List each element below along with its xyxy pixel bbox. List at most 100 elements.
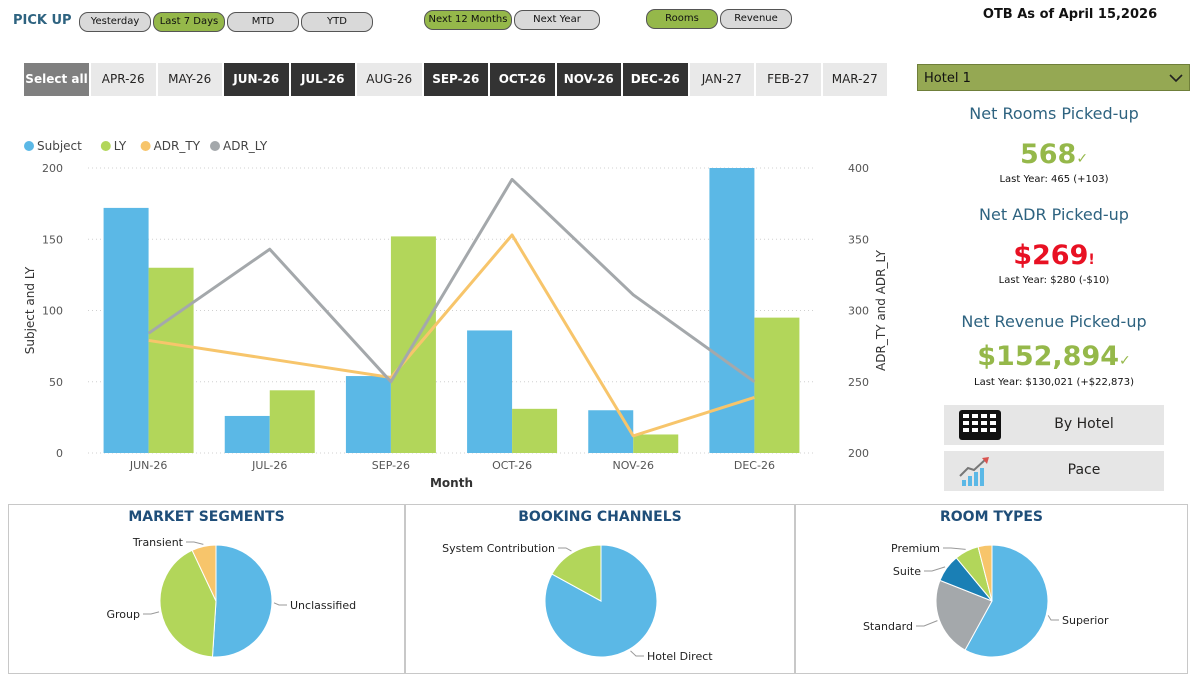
- pie-label-system-contribution: System Contribution: [442, 542, 555, 555]
- legend-dot-adr_ly: [210, 141, 220, 151]
- month-nov-26[interactable]: NOV-26: [556, 63, 621, 96]
- select-all-button[interactable]: Select all: [24, 63, 89, 96]
- next-12-months-button[interactable]: Next 12 Months: [424, 10, 512, 30]
- yesterday-button[interactable]: Yesterday: [79, 12, 151, 32]
- bar-ly-oct-26[interactable]: [512, 408, 558, 453]
- month-may-26[interactable]: MAY-26: [157, 63, 222, 96]
- bar-ly-jul-26[interactable]: [269, 390, 315, 453]
- check-icon: ✓: [1119, 353, 1131, 369]
- x-tick-label: NOV-26: [612, 459, 654, 472]
- by-hotel-button[interactable]: By Hotel: [944, 405, 1164, 445]
- y-tick-label: 50: [49, 376, 63, 389]
- legend-label-subject[interactable]: Subject: [37, 139, 82, 153]
- bar-ly-jun-26[interactable]: [148, 267, 194, 453]
- legend-dot-subject: [24, 141, 34, 151]
- month-sep-26[interactable]: SEP-26: [423, 63, 488, 96]
- net-rooms-value: 568✓: [1019, 139, 1089, 170]
- y-tick-label: 200: [42, 162, 63, 175]
- legend-label-ly[interactable]: LY: [114, 139, 127, 153]
- room-types-title: ROOM TYPES: [940, 509, 1043, 525]
- market-segments-pie: Unclassified Group Transient: [107, 536, 356, 658]
- bar-ly-nov-26[interactable]: [633, 434, 679, 453]
- y2-tick-label: 200: [848, 447, 869, 460]
- bar-subject-oct-26[interactable]: [467, 330, 513, 453]
- y2-axis-title: ADR_TY and ADR_LY: [874, 249, 888, 371]
- revenue-button[interactable]: Revenue: [720, 9, 792, 29]
- line-adr_ly[interactable]: [147, 177, 756, 384]
- net-adr-value: $269!: [1013, 240, 1095, 271]
- legend-dot-ly: [100, 141, 111, 151]
- month-aug-26[interactable]: AUG-26: [357, 63, 422, 96]
- pie-slice-unclassified[interactable]: [211, 544, 273, 658]
- bar-subject-sep-26[interactable]: [345, 376, 391, 453]
- pie-label-transient: Transient: [132, 536, 184, 549]
- booking-channels-pie: Hotel Direct System Contribution: [442, 542, 713, 663]
- net-revenue-title: Net Revenue Picked-up: [961, 312, 1147, 331]
- pace-button[interactable]: Pace: [944, 451, 1164, 491]
- mtd-button[interactable]: MTD: [227, 12, 299, 32]
- pie-slice-superior[interactable]: [964, 544, 1049, 658]
- net-revenue-value: $152,894✓: [977, 341, 1131, 372]
- y2-tick-label: 300: [848, 305, 869, 318]
- pie-label-superior: Superior: [1062, 614, 1109, 627]
- bar-subject-nov-26[interactable]: [588, 410, 634, 453]
- x-tick-label: DEC-26: [734, 459, 775, 472]
- market-segments-title: MARKET SEGMENTS: [128, 509, 285, 525]
- legend-label-adr_ly[interactable]: ADR_LY: [223, 139, 268, 153]
- pie-slice-transient[interactable]: [191, 544, 217, 602]
- month-oct-26[interactable]: OCT-26: [490, 63, 555, 96]
- pie-slice-system-contribution[interactable]: [551, 544, 602, 602]
- market-segments-panel: MARKET SEGMENTS Unclassified Group Transie…: [8, 504, 405, 674]
- month-jul-26[interactable]: JUL-26: [290, 63, 355, 96]
- x-tick-label: OCT-26: [492, 459, 532, 472]
- net-adr-title: Net ADR Picked-up: [979, 205, 1129, 224]
- otb-as-of-label: OTB As of April 15,2026: [982, 7, 1158, 22]
- month-feb-27[interactable]: FEB-27: [756, 63, 821, 96]
- x-axis-title: Month: [430, 476, 473, 490]
- pie-leader-line: [186, 541, 204, 545]
- pie-slice-standard[interactable]: [935, 579, 993, 651]
- net-revenue-last-year: Last Year: $130,021 (+$22,873): [974, 377, 1134, 388]
- ytd-button[interactable]: YTD: [301, 12, 373, 32]
- month-mar-27[interactable]: MAR-27: [822, 63, 887, 96]
- pace-label: Pace: [1067, 462, 1101, 478]
- check-icon: ✓: [1076, 151, 1089, 167]
- month-apr-26[interactable]: APR-26: [91, 63, 156, 96]
- pickup-combo-chart: Subject LY ADR_TY ADR_LY 0 50 100 150 200 200 250 3…: [23, 139, 888, 490]
- pie-leader-line: [273, 602, 287, 606]
- month-jan-27[interactable]: JAN-27: [689, 63, 754, 96]
- pie-label-unclassified: Unclassified: [290, 599, 356, 612]
- booking-channels-panel: BOOKING CHANNELS Hotel Direct System Cont…: [405, 504, 795, 674]
- pie-label-premium: Premium: [891, 542, 940, 555]
- alert-icon: !: [1088, 252, 1095, 268]
- rooms-button[interactable]: Rooms: [646, 9, 718, 29]
- hotel-dropdown-value: Hotel 1: [924, 71, 971, 86]
- last-7-days-button[interactable]: Last 7 Days: [153, 12, 225, 32]
- month-dec-26[interactable]: DEC-26: [623, 63, 688, 96]
- room-types-pie: Superior Standard Suite Premium: [863, 542, 1109, 658]
- y-tick-label: 0: [56, 447, 63, 460]
- month-jun-26[interactable]: JUN-26: [224, 63, 289, 96]
- room-types-panel: ROOM TYPES Superior Standard Suite Premium: [795, 504, 1188, 674]
- net-rooms-title: Net Rooms Picked-up: [969, 104, 1139, 123]
- next-year-button[interactable]: Next Year: [514, 10, 600, 30]
- y2-tick-label: 400: [848, 162, 869, 175]
- pie-label-group: Group: [107, 608, 141, 621]
- legend-label-adr_ty[interactable]: ADR_TY: [154, 139, 201, 153]
- line-adr_ty[interactable]: [148, 233, 755, 438]
- pie-leader-line: [630, 650, 644, 657]
- hotel-dropdown[interactable]: Hotel 1: [917, 64, 1190, 91]
- grid-table-icon: [959, 410, 1001, 440]
- pie-leader-line: [143, 611, 160, 615]
- pie-slice-other[interactable]: [977, 544, 993, 602]
- bar-ly-dec-26[interactable]: [754, 317, 800, 453]
- bar-subject-jun-26[interactable]: [103, 207, 149, 453]
- y-axis-title: Subject and LY: [23, 266, 37, 354]
- pie-label-standard: Standard: [863, 620, 913, 633]
- pie-leader-line: [558, 547, 572, 552]
- y2-tick-label: 350: [848, 233, 869, 246]
- bar-subject-jul-26[interactable]: [224, 415, 270, 453]
- pie-slice-group[interactable]: [159, 549, 217, 658]
- x-tick-label: JUL-26: [251, 459, 287, 472]
- pie-label-hotel-direct: Hotel Direct: [647, 650, 713, 663]
